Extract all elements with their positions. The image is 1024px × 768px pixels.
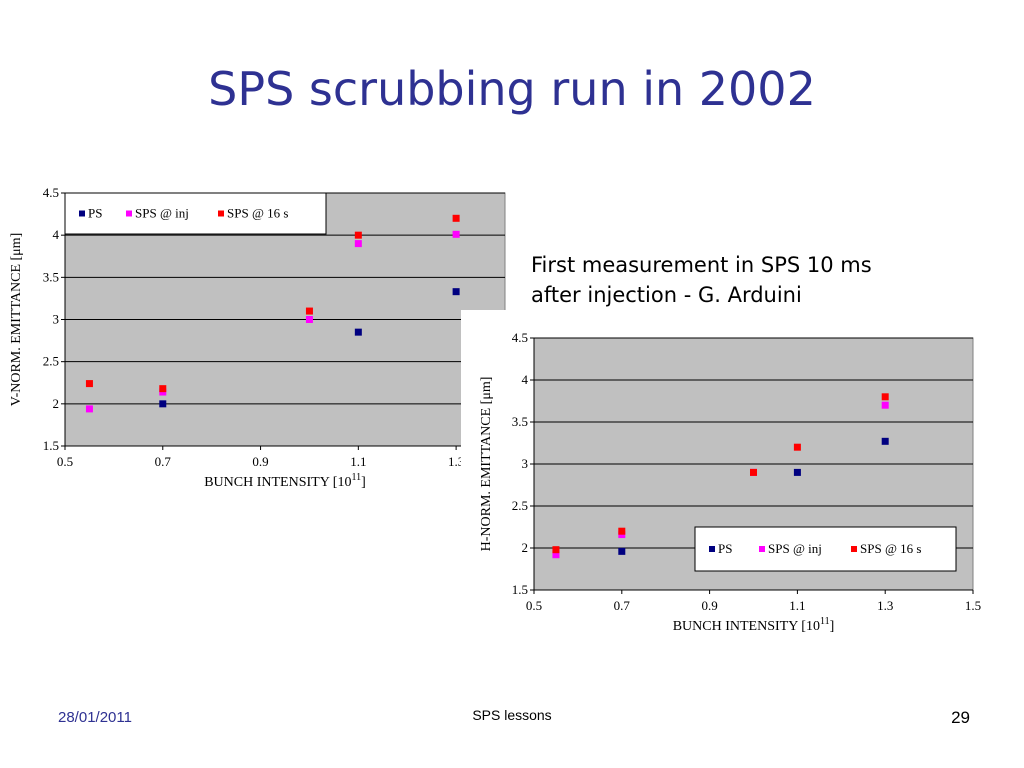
y-tick-label: 4: [522, 372, 529, 387]
data-point-sps-16-s: [159, 385, 167, 393]
y-tick-label: 4.5: [43, 185, 59, 200]
data-point-sps-inj: [552, 551, 560, 559]
legend-marker: [126, 210, 132, 217]
data-point-sps-16-s: [618, 527, 626, 535]
legend-marker: [851, 546, 857, 552]
data-point-sps-inj: [305, 316, 313, 323]
data-point-sps-inj: [85, 405, 93, 413]
data-point-sps-16-s: [85, 380, 93, 388]
legend-label: SPS @ inj: [768, 541, 822, 556]
data-point-ps: [452, 288, 460, 296]
horizontal-emittance-chart: 1.5 2 2.5 3 3.5 4 4.5 0.5 0.7 0.9 1.1 1.3 1.5 BUNCH I…: [461, 310, 1001, 662]
x-tick-label: 0.5: [526, 598, 542, 613]
x-axis-label: BUNCH INTENSITY [1011]: [673, 616, 835, 634]
footer-date: 28/01/2011: [58, 709, 132, 726]
x-tick-label: 0.7: [614, 598, 631, 613]
note-line-2: after injection - G. Arduini: [531, 283, 802, 307]
footer-title: SPS lessons: [472, 707, 552, 723]
y-tick-label: 3.5: [43, 269, 59, 284]
x-tick-label: 0.7: [155, 454, 172, 469]
data-point-sps-inj: [354, 240, 362, 248]
x-axis-label: BUNCH INTENSITY [1011]: [204, 472, 366, 490]
y-tick-label: 4: [53, 227, 60, 242]
x-tick-label: 1.3: [448, 454, 464, 469]
y-tick-label: 1.5: [43, 438, 59, 453]
y-tick-label: 3: [522, 456, 529, 471]
data-point-ps: [159, 400, 167, 408]
y-tick-label: 3.5: [512, 414, 528, 429]
slide-title: SPS scrubbing run in 2002: [208, 62, 816, 116]
data-point-sps-16-s: [354, 231, 362, 239]
x-tick-label: 1.3: [877, 598, 893, 613]
x-tick-label: 1.5: [965, 598, 981, 613]
y-tick-label: 2.5: [512, 498, 528, 513]
y-tick-label: 3: [53, 312, 60, 327]
legend-label: SPS @ inj: [135, 206, 189, 221]
legend-label: SPS @ 16 s: [860, 541, 921, 556]
data-point-sps-inj: [452, 230, 460, 238]
legend-marker: [79, 210, 85, 217]
data-point-ps: [354, 328, 362, 336]
data-point-sps-16-s: [750, 468, 757, 476]
y-tick-label: 2: [53, 396, 60, 411]
y-axis-label: V-NORM. EMITTANCE [μm]: [9, 233, 24, 406]
data-point-sps-16-s: [793, 443, 801, 451]
x-tick-label: 0.5: [57, 454, 73, 469]
vertical-emittance-chart: 1.5 2 2.5 3 3.5 4 4.5 0.5 0.7 0.9 1.1 1.3 BUNCH INTE…: [0, 176, 512, 508]
data-point-ps: [618, 547, 626, 555]
x-tick-label: 0.9: [701, 598, 717, 613]
data-point-sps-16-s: [881, 393, 889, 401]
legend-marker: [218, 210, 224, 217]
legend-box: [64, 192, 327, 235]
measurement-note: First measurement in SPS 10 ms after inj…: [531, 250, 971, 310]
x-tick-label: 0.9: [252, 454, 268, 469]
legend-marker: [759, 546, 765, 552]
legend-label: SPS @ 16 s: [227, 206, 288, 221]
y-tick-label: 2: [522, 540, 529, 555]
legend-box: [694, 526, 957, 572]
note-line-1: First measurement in SPS 10 ms: [531, 253, 872, 277]
legend-marker: [709, 546, 715, 552]
data-point-sps-16-s: [452, 214, 460, 222]
data-point-ps: [793, 468, 801, 476]
data-point-sps-16-s: [552, 546, 560, 554]
y-tick-label: 4.5: [512, 330, 528, 345]
data-point-sps-16-s: [305, 307, 313, 315]
x-tick-label: 1.1: [350, 454, 366, 469]
legend-label: PS: [88, 206, 102, 221]
y-axis-label: H-NORM. EMITTANCE [μm]: [479, 377, 494, 552]
y-tick-label: 2.5: [43, 354, 59, 369]
page-number: 29: [951, 708, 970, 727]
data-point-ps: [881, 437, 889, 445]
legend-label: PS: [718, 541, 732, 556]
y-tick-label: 1.5: [512, 582, 528, 597]
data-point-sps-inj: [881, 401, 889, 409]
x-tick-label: 1.1: [789, 598, 805, 613]
